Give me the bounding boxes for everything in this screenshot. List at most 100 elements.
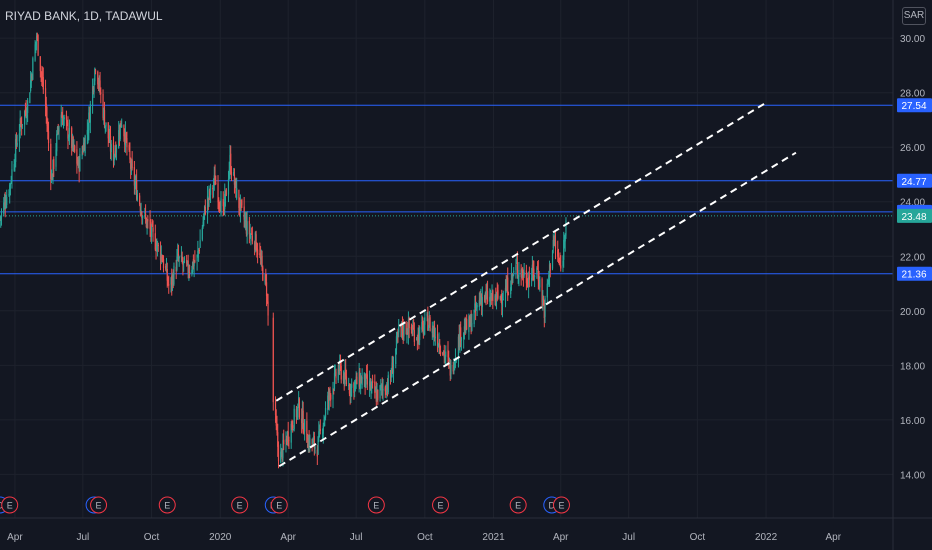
- candle-body: [89, 104, 91, 123]
- candle-body: [416, 337, 418, 341]
- candle-body: [139, 206, 141, 212]
- candle-body: [444, 356, 446, 358]
- candle-body: [328, 390, 330, 400]
- candle-body: [272, 317, 274, 403]
- candle-body: [262, 267, 264, 281]
- candle-body: [491, 291, 493, 300]
- candle-body: [119, 123, 121, 140]
- candle-body: [77, 158, 79, 166]
- candle-body: [224, 190, 227, 197]
- candle-body: [324, 408, 327, 418]
- candle-body: [236, 188, 238, 199]
- candle-body: [502, 299, 504, 301]
- candle-body: [421, 321, 423, 330]
- price-tick-label: 18.00: [900, 361, 925, 372]
- horizontal-lines: [0, 104, 893, 275]
- earnings-marker: [158, 496, 176, 514]
- candle-body: [380, 384, 383, 388]
- candle-body: [377, 389, 379, 400]
- candle-body: [470, 316, 472, 332]
- channel-line: [275, 102, 766, 402]
- candle-body: [147, 219, 149, 222]
- candle-body: [319, 428, 321, 432]
- candle-body: [403, 323, 405, 337]
- candle-body: [485, 292, 487, 295]
- candle-body: [412, 328, 414, 332]
- candle-body: [442, 351, 445, 353]
- candle-body: [391, 362, 393, 377]
- event-marker-label: E: [96, 501, 102, 511]
- candle-body: [285, 439, 287, 442]
- candle-body: [543, 302, 545, 319]
- candle-body: [29, 92, 31, 104]
- candle-body: [133, 167, 135, 186]
- candle-body: [379, 385, 381, 399]
- candle-body: [295, 409, 298, 417]
- candle-body: [371, 380, 374, 383]
- candle-body: [542, 299, 544, 303]
- candle-body: [50, 143, 52, 180]
- candle-body: [250, 235, 252, 237]
- candle-body: [201, 227, 203, 240]
- candle-body: [261, 255, 263, 266]
- candle-body: [360, 377, 362, 384]
- candle-body: [321, 432, 324, 434]
- candle-body: [234, 179, 236, 184]
- candle-body: [536, 267, 538, 273]
- candle-body: [382, 388, 384, 391]
- candle-body: [363, 372, 365, 380]
- candle-body: [452, 365, 454, 372]
- candle-body: [291, 421, 293, 428]
- candle-body: [135, 181, 137, 183]
- candle-body: [345, 376, 348, 385]
- candle-body: [539, 279, 541, 288]
- candle-body: [349, 391, 351, 394]
- candle-body: [152, 227, 154, 232]
- candle-body: [390, 376, 392, 378]
- event-marker-label: E: [7, 501, 13, 511]
- candle-body: [47, 131, 50, 144]
- candle-body: [24, 109, 26, 112]
- candle-body: [92, 87, 94, 91]
- candle-body: [416, 338, 418, 340]
- candle-body: [159, 246, 162, 261]
- candle-body: [537, 270, 539, 281]
- candle-body: [68, 137, 70, 140]
- candle-body: [131, 159, 133, 169]
- candle-body: [251, 233, 253, 235]
- candle-body: [212, 184, 215, 188]
- candle-body: [107, 122, 109, 139]
- candle-body: [109, 135, 111, 141]
- time-tick-label: Jul: [76, 532, 89, 543]
- candle-body: [219, 208, 221, 212]
- time-tick-label: Apr: [7, 532, 23, 543]
- candle-body: [149, 220, 151, 230]
- candle-body: [406, 332, 408, 334]
- candle-body: [507, 277, 509, 296]
- candle-body: [186, 261, 189, 263]
- candle-body: [30, 75, 32, 83]
- candle-body: [290, 423, 292, 443]
- candle-body: [256, 247, 258, 252]
- candle-body: [407, 319, 410, 334]
- time-axis[interactable]: Apr Jul Oct 2020 Apr Jul Oct 2021 Apr Jul Oct 2022 A…: [0, 517, 932, 543]
- candle-body: [113, 154, 115, 161]
- candle-body: [136, 180, 138, 200]
- candle-body: [496, 291, 498, 293]
- candle-body: [151, 222, 153, 227]
- candle-body: [515, 264, 517, 271]
- currency-button[interactable]: SAR: [902, 7, 926, 25]
- candle-body: [366, 374, 368, 385]
- candle-body: [227, 179, 230, 195]
- candle-body: [188, 272, 190, 276]
- candle-body: [371, 382, 373, 386]
- price-axis[interactable]: 14.00 16.00 18.00 20.00 22.00 24.00 26.00 28.00…: [892, 0, 932, 550]
- candle-body: [129, 151, 131, 160]
- candle-body: [99, 80, 101, 93]
- candle-body: [183, 261, 185, 263]
- candle-body: [41, 72, 43, 77]
- candle-body: [74, 145, 76, 152]
- candle-body: [118, 130, 120, 148]
- candle-body: [308, 437, 310, 449]
